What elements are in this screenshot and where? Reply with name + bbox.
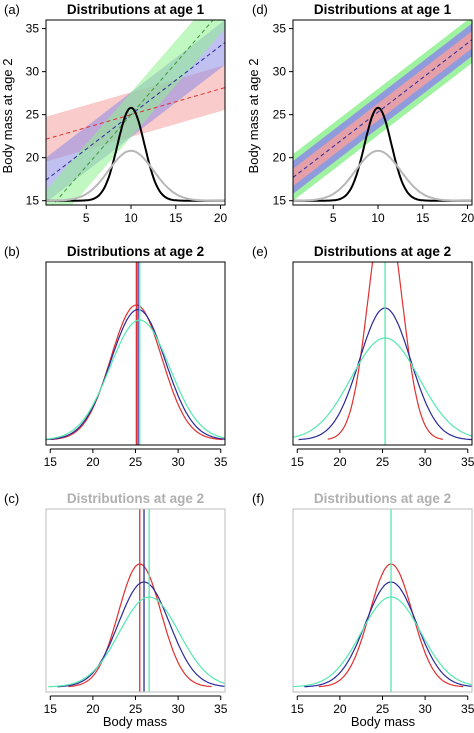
x-tick-label: 30 bbox=[418, 455, 432, 469]
plot-area bbox=[46, 262, 225, 445]
x-tick-label: 5 bbox=[330, 211, 337, 225]
y-tick-label: 25 bbox=[273, 108, 287, 122]
plot-frame bbox=[292, 508, 473, 693]
panel-title: Distributions at age 1 bbox=[67, 2, 205, 17]
x-tick-label: 35 bbox=[461, 455, 474, 469]
x-tick-label: 5 bbox=[83, 211, 90, 225]
shared-ylabel-left: Body mass at age 2 bbox=[0, 59, 15, 174]
x-tick-label: 20 bbox=[214, 211, 228, 225]
x-tick-label: 20 bbox=[86, 702, 100, 716]
plot-area bbox=[293, 509, 472, 692]
density-blue bbox=[46, 308, 225, 441]
density-red bbox=[327, 262, 444, 440]
panel-label: (a) bbox=[4, 2, 20, 17]
x-tick-label: 15 bbox=[291, 455, 305, 469]
regression-line-blue bbox=[293, 39, 472, 178]
density-green bbox=[293, 596, 472, 688]
y-tick-label: 25 bbox=[26, 108, 40, 122]
panel-title: Distributions at age 1 bbox=[314, 2, 452, 17]
x-tick-label: 25 bbox=[376, 702, 390, 716]
plot-frame bbox=[292, 19, 473, 206]
plot-area bbox=[48, 509, 225, 692]
x-tick-label: 20 bbox=[461, 211, 474, 225]
density-blue bbox=[304, 581, 472, 688]
panel-label: (e) bbox=[252, 244, 268, 259]
x-tick-label: 20 bbox=[333, 455, 347, 469]
plot-area bbox=[46, 20, 225, 205]
panel-title: Distributions at age 2 bbox=[314, 491, 451, 506]
density-blue bbox=[57, 581, 225, 688]
x-tick-label: 15 bbox=[291, 702, 305, 716]
y-tick-label: 15 bbox=[26, 194, 40, 208]
x-tick-label: 10 bbox=[124, 211, 138, 225]
panel-c: (c) Distributions at age 2 15 20 25 30 35 bbox=[4, 491, 228, 716]
x-tick-label: 15 bbox=[416, 211, 430, 225]
panel-b: (b) Distributions at age 2 15 20 25 30 35 bbox=[4, 244, 228, 469]
x-tick-label: 30 bbox=[171, 702, 185, 716]
plot-frame bbox=[45, 508, 226, 693]
panel-title: Distributions at age 2 bbox=[67, 491, 204, 506]
panel-a: (a) Distributions at age 1 15 20 25 30 35 5 10 15… bbox=[4, 2, 228, 225]
shared-ylabel-right: Body mass at age 2 bbox=[246, 59, 261, 174]
x-tick-label: 10 bbox=[371, 211, 385, 225]
panel-label: (c) bbox=[4, 491, 19, 506]
density-grey bbox=[46, 149, 225, 202]
plot-frame bbox=[292, 261, 473, 446]
panel-label: (f) bbox=[252, 491, 264, 506]
plot-area bbox=[293, 262, 472, 445]
panel-title: Distributions at age 2 bbox=[314, 244, 451, 259]
x-tick-label: 25 bbox=[129, 455, 143, 469]
density-green bbox=[46, 319, 225, 440]
shared-xlabel-left: Body mass bbox=[103, 714, 168, 729]
y-tick-label: 20 bbox=[273, 151, 287, 165]
x-tick-label: 15 bbox=[44, 455, 58, 469]
panel-label: (b) bbox=[4, 244, 20, 259]
y-tick-label: 30 bbox=[26, 65, 40, 79]
panel-title: Distributions at age 2 bbox=[67, 244, 204, 259]
regression-line-green bbox=[52, 20, 214, 205]
x-tick-label: 25 bbox=[376, 455, 390, 469]
x-tick-label: 35 bbox=[214, 455, 228, 469]
x-tick-label: 30 bbox=[418, 702, 432, 716]
density-grey bbox=[293, 149, 472, 202]
y-tick-label: 20 bbox=[26, 151, 40, 165]
x-tick-label: 15 bbox=[44, 702, 58, 716]
x-tick-label: 35 bbox=[461, 702, 474, 716]
plot-frame bbox=[45, 261, 226, 446]
panel-label: (d) bbox=[252, 2, 268, 17]
x-tick-label: 20 bbox=[86, 455, 100, 469]
density-green bbox=[48, 596, 225, 688]
density-green bbox=[293, 337, 472, 438]
shared-xlabel-right: Body mass bbox=[351, 714, 416, 729]
panel-d: (d) Distributions at age 1 15 20 25 30 35 5 10 15… bbox=[252, 2, 474, 225]
x-tick-label: 25 bbox=[129, 702, 143, 716]
x-tick-label: 15 bbox=[169, 211, 183, 225]
x-tick-label: 30 bbox=[171, 455, 185, 469]
y-tick-label: 35 bbox=[273, 22, 287, 36]
panel-f: (f) Distributions at age 2 15 20 25 30 35 bbox=[252, 491, 474, 716]
panel-e: (e) Distributions at age 2 15 20 25 30 35 bbox=[252, 244, 474, 469]
y-tick-label: 35 bbox=[26, 22, 40, 36]
plot-frame bbox=[45, 19, 226, 206]
plot-area bbox=[293, 20, 472, 202]
x-tick-label: 35 bbox=[214, 702, 228, 716]
y-tick-label: 15 bbox=[273, 194, 287, 208]
y-tick-label: 30 bbox=[273, 65, 287, 79]
x-tick-label: 20 bbox=[333, 702, 347, 716]
